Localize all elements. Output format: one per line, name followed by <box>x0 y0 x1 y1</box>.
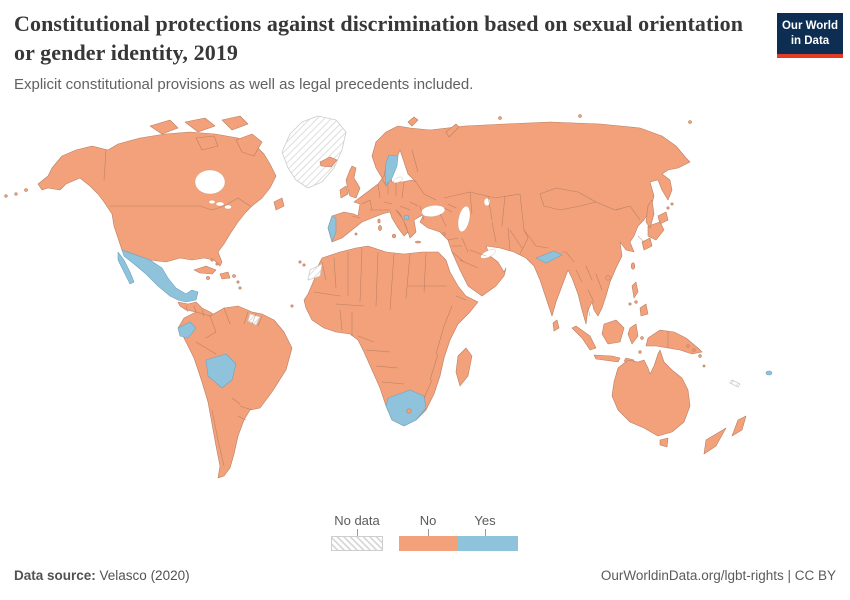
legend-swatch-no[interactable] <box>399 536 458 551</box>
map-region-indonesia[interactable] <box>571 319 644 365</box>
legend-label-no-data: No data <box>334 513 380 528</box>
map-region-south-africa[interactable] <box>385 389 427 427</box>
map-region-kosovo[interactable] <box>403 214 410 221</box>
legend-swatch-no-data[interactable] <box>331 536 383 551</box>
map-region-hainan[interactable] <box>605 275 611 281</box>
map-region-australia[interactable] <box>611 349 691 437</box>
map-region-western-sahara[interactable] <box>307 263 323 281</box>
world-map[interactable] <box>0 110 850 502</box>
owid-logo[interactable]: Our World in Data <box>777 13 843 58</box>
map-region-fiji[interactable] <box>765 370 773 376</box>
great-lakes-2 <box>224 204 232 210</box>
owid-logo-line2: in Data <box>790 34 830 47</box>
map-region-greenland[interactable] <box>281 115 347 189</box>
map-arctic-islands[interactable] <box>4 115 285 211</box>
map-arctic-russian-islands[interactable] <box>407 114 692 138</box>
map-region-africa[interactable] <box>303 245 479 427</box>
map-caribbean-islands[interactable] <box>193 258 242 290</box>
map-region-ireland[interactable] <box>339 185 349 199</box>
map-region-nepal[interactable] <box>535 250 563 264</box>
map-legend: No data No Yes <box>329 513 529 553</box>
map-region-philippines[interactable] <box>628 281 649 317</box>
great-lakes <box>215 201 225 207</box>
legend-tick-yes <box>485 529 486 536</box>
map-region-tasmania[interactable] <box>659 437 669 448</box>
hudson-bay <box>194 169 226 195</box>
legend-label-no: No <box>419 513 437 528</box>
page-title: Constitutional protections against discr… <box>14 11 744 65</box>
map-region-lesotho[interactable] <box>406 408 412 414</box>
map-region-bolivia[interactable] <box>205 353 237 389</box>
caspian-sea <box>457 206 471 232</box>
chart-subtitle: Explicit constitutional provisions as we… <box>14 76 474 93</box>
map-african-islands[interactable] <box>290 260 306 308</box>
legend-swatch-yes[interactable] <box>458 536 518 551</box>
map-region-new-guinea[interactable] <box>645 329 703 355</box>
map-region-sri-lanka[interactable] <box>552 319 560 332</box>
map-region-portugal[interactable] <box>327 215 337 243</box>
baltic-sea <box>393 176 403 184</box>
data-source: Data source: Velasco (2020) <box>14 568 190 583</box>
map-region-eurasia[interactable] <box>327 121 691 325</box>
black-sea <box>420 205 446 217</box>
map-region-new-caledonia[interactable] <box>729 379 741 388</box>
map-region-ecuador[interactable] <box>177 321 197 339</box>
map-region-japan[interactable] <box>641 202 674 251</box>
map-mediterranean-islands[interactable] <box>354 218 446 244</box>
legend-tick-no-data <box>357 529 358 536</box>
map-pacific-islands[interactable] <box>686 344 706 368</box>
map-region-united-kingdom[interactable] <box>345 165 361 199</box>
map-region-taiwan[interactable] <box>630 262 636 270</box>
data-source-value: Velasco (2020) <box>95 568 190 583</box>
data-source-label: Data source: <box>14 568 96 583</box>
map-region-mexico[interactable] <box>117 249 199 303</box>
legend-label-yes: Yes <box>474 513 496 528</box>
great-lakes-3 <box>208 199 216 204</box>
persian-gulf <box>480 249 496 259</box>
legend-tick-no <box>428 529 429 536</box>
attribution-link[interactable]: OurWorldinData.org/lgbt-rights | CC BY <box>600 568 836 583</box>
map-region-new-zealand[interactable] <box>703 415 747 455</box>
map-region-sweden[interactable] <box>384 154 399 187</box>
map-region-iceland[interactable] <box>319 156 338 168</box>
map-region-sakhalin[interactable] <box>645 199 655 229</box>
country-borders <box>103 149 669 467</box>
owid-logo-line1: Our World <box>781 20 838 32</box>
map-region-south-america[interactable] <box>177 305 293 479</box>
map-region-madagascar[interactable] <box>455 347 473 387</box>
chart-footer: Data source: Velasco (2020) OurWorldinDa… <box>14 568 836 583</box>
map-region-north-america[interactable] <box>37 131 277 267</box>
owid-logo-red-strip <box>777 53 843 58</box>
